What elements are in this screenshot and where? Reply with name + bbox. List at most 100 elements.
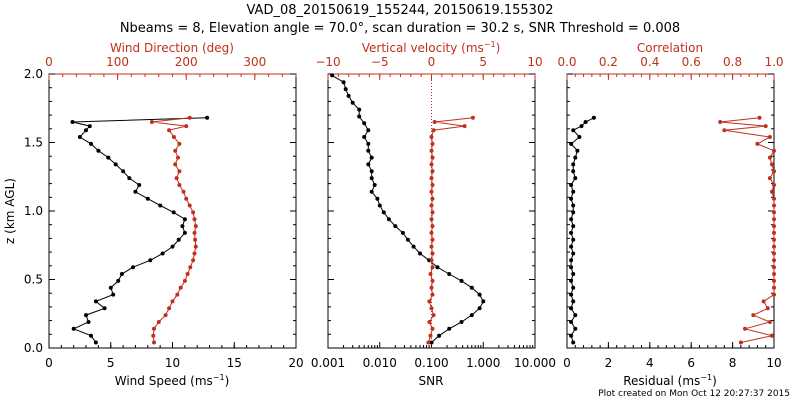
top-tick-label: 5: [479, 55, 487, 69]
correlation-point: [767, 176, 772, 181]
correlation-point: [772, 278, 776, 283]
wind-direction-point: [193, 224, 198, 229]
vertical-velocity-point: [428, 333, 433, 338]
wind-speed-point: [84, 313, 88, 318]
wind-speed-point: [182, 217, 187, 222]
wind-speed-point: [84, 128, 88, 133]
wind-direction-point: [192, 217, 197, 222]
residual-point: [569, 217, 574, 222]
x-tick-label: 6: [687, 356, 695, 370]
wind-direction-point: [176, 155, 180, 160]
snr-point: [459, 278, 464, 283]
snr-point: [400, 230, 405, 235]
snr-point: [435, 265, 440, 270]
snr-point: [346, 93, 351, 98]
vertical-velocity-point: [430, 141, 435, 146]
panel-vertical-xlabel: SNR: [419, 374, 444, 388]
x-tick-label: 10.000: [514, 356, 556, 370]
panel-wind: z (km AGL) Wind Speed (ms−1) Wind Direct…: [3, 41, 304, 388]
wind-speed-point: [93, 340, 98, 345]
snr-line: [331, 74, 484, 343]
residual-point: [571, 203, 576, 208]
correlation-point: [767, 320, 772, 324]
x-tick-label: 8: [729, 356, 737, 370]
top-tick-label: 0: [45, 55, 53, 69]
wind-direction-point: [182, 278, 187, 283]
snr-point: [330, 73, 335, 78]
snr-point: [372, 183, 377, 187]
snr-point: [369, 189, 374, 194]
y-tick-label: 1.0: [24, 204, 43, 218]
snr-point: [411, 244, 416, 249]
snr-point: [381, 210, 386, 215]
snr-point: [366, 128, 371, 133]
correlation-point: [772, 251, 776, 256]
wind-direction-point: [163, 313, 168, 318]
panel-wind-xlabel: Wind Speed (ms−1): [115, 373, 230, 388]
correlation-point: [765, 306, 770, 311]
panel-residual-marks: 0 2 4 6 8 10 0.0 0.2 0.4 0.6 0.8 1.0: [557, 55, 783, 370]
y-tick-label: 0.5: [24, 273, 43, 287]
wind-speed-point: [113, 162, 118, 167]
x-tick-label: 5: [107, 356, 115, 370]
y-tick-label: 1.5: [24, 136, 43, 150]
top-tick-label: −5: [371, 55, 389, 69]
top-tick-label: 300: [243, 55, 266, 69]
wind-speed-point: [87, 124, 92, 129]
correlation-point: [772, 230, 776, 235]
correlation-point: [772, 196, 776, 201]
correlation-point: [757, 115, 762, 120]
snr-point: [393, 224, 398, 229]
residual-point: [571, 237, 576, 242]
wind-direction-point: [185, 272, 190, 276]
correlation-point: [763, 124, 768, 129]
top-tick-label: 0.4: [640, 55, 659, 69]
correlation-point: [767, 135, 772, 139]
snr-point: [477, 292, 482, 297]
wind-speed-point: [111, 292, 116, 297]
snr-point: [481, 299, 486, 304]
wind-speed-point: [170, 244, 175, 249]
snr-point: [469, 313, 474, 318]
vertical-velocity-point: [430, 292, 435, 297]
snr-point: [375, 196, 380, 201]
vertical-velocity-point: [426, 340, 431, 345]
wind-direction-point: [175, 292, 180, 297]
correlation-point: [772, 148, 776, 153]
x-tick-label: 0.100: [414, 356, 448, 370]
correlation-point: [751, 313, 756, 318]
residual-point: [569, 230, 574, 235]
residual-point: [569, 320, 574, 324]
x-tick-label: 15: [227, 356, 242, 370]
vertical-velocity-line: [427, 117, 473, 343]
snr-point: [362, 121, 367, 126]
x-tick-label: 10: [766, 356, 781, 370]
wind-speed-point: [108, 285, 113, 290]
residual-point: [571, 128, 576, 133]
wind-direction-point: [178, 285, 183, 290]
residual-point: [571, 224, 576, 229]
snr-point: [343, 87, 348, 92]
panel-wind-marks: 0.00.51.01.52.00 5 10 15 200 100 200 300: [24, 55, 304, 370]
residual-point: [569, 306, 574, 311]
residual-point: [579, 124, 584, 129]
panel-residual-top-label: Correlation: [637, 41, 703, 55]
residual-point: [571, 272, 576, 276]
vertical-velocity-point: [429, 230, 434, 235]
vertical-velocity-point: [430, 237, 435, 242]
vertical-velocity-point: [430, 183, 435, 187]
snr-point: [447, 326, 452, 331]
x-tick-label: 4: [646, 356, 654, 370]
wind-speed-point: [71, 326, 76, 331]
wind-direction-point: [167, 128, 172, 133]
snr-point: [429, 340, 434, 345]
residual-point: [569, 244, 574, 249]
residual-point: [573, 326, 578, 331]
correlation-point: [767, 155, 772, 160]
residual-point: [569, 278, 574, 283]
wind-speed-point: [127, 176, 132, 181]
wind-direction-point: [191, 258, 196, 263]
residual-point: [573, 176, 578, 181]
title-line-1: VAD_08_20150619_155244, 20150619.155302: [247, 3, 554, 18]
panel-vertical: SNR Vertical velocity (ms−1) 0.001 0.010 0…: [311, 40, 556, 388]
